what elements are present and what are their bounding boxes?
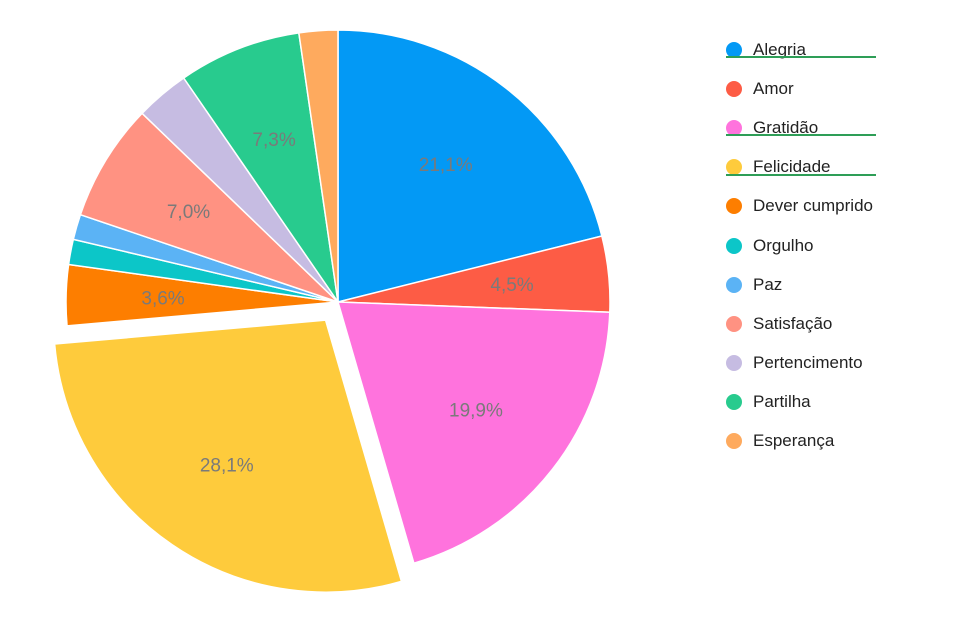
pie-slice-satisfação[interactable] <box>79 112 339 303</box>
legend-item[interactable]: Amor <box>726 69 916 108</box>
pie-slice-labels: 21,1% 4,5% 19,9% 28,1% 3,6% 7,0% 7,3% <box>141 130 533 476</box>
legend-label: Satisfação <box>753 313 833 333</box>
legend-underline <box>726 134 876 137</box>
slice-label: 7,3% <box>252 130 295 151</box>
legend-label: Paz <box>753 274 783 294</box>
slice-label: 7,0% <box>167 202 210 223</box>
legend-item[interactable]: Gratidão <box>726 108 916 147</box>
legend-swatch-icon <box>726 394 742 411</box>
slice-label: 28,1% <box>200 456 254 477</box>
legend-item[interactable]: Satisfação <box>726 304 916 343</box>
legend-swatch-icon <box>726 237 742 254</box>
legend-item[interactable]: Partilha <box>726 383 916 422</box>
pie-slice-alegria[interactable] <box>337 29 603 303</box>
legend-item[interactable]: Felicidade <box>726 148 916 187</box>
pie-slice-gratidão[interactable] <box>336 301 611 565</box>
pie-slice-felicidade[interactable] <box>53 319 403 593</box>
legend-swatch-icon <box>726 433 742 450</box>
pie-slice-partilha[interactable] <box>182 31 339 303</box>
legend-item[interactable]: Dever cumprido <box>726 187 916 226</box>
legend-label: Alegria <box>753 39 806 59</box>
legend-label: Gratidão <box>753 117 819 137</box>
legend-swatch-icon <box>726 355 742 372</box>
chart-legend: Alegria Amor Gratidão Felicidade Dever cumpr… <box>726 30 916 461</box>
legend-swatch-icon <box>726 159 742 176</box>
legend-swatch-icon <box>726 119 742 136</box>
pie-slices <box>53 29 611 593</box>
legend-label: Orgulho <box>753 235 814 255</box>
slice-label: 4,5% <box>490 275 533 296</box>
legend-underline <box>726 56 876 58</box>
legend-underline <box>726 173 876 176</box>
slice-label: 19,9% <box>449 401 503 422</box>
legend-label: Amor <box>753 78 794 98</box>
legend-swatch-icon <box>726 276 742 293</box>
legend-item[interactable]: Alegria <box>726 30 916 69</box>
legend-label: Felicidade <box>753 157 831 177</box>
legend-label: Esperança <box>753 431 835 451</box>
legend-item[interactable]: Orgulho <box>726 226 916 265</box>
legend-item[interactable]: Pertencimento <box>726 344 916 383</box>
legend-item[interactable]: Esperança <box>726 422 916 461</box>
legend-label: Pertencimento <box>753 353 863 373</box>
legend-label: Partilha <box>753 392 811 412</box>
legend-swatch-icon <box>726 315 742 332</box>
pie-slice-esperança[interactable] <box>297 29 339 303</box>
legend-swatch-icon <box>726 41 742 58</box>
legend-item[interactable]: Paz <box>726 265 916 304</box>
slice-label: 3,6% <box>141 289 184 310</box>
legend-swatch-icon <box>726 80 742 97</box>
legend-swatch-icon <box>726 198 742 215</box>
slice-label: 21,1% <box>419 155 473 176</box>
legend-label: Dever cumprido <box>753 196 873 216</box>
